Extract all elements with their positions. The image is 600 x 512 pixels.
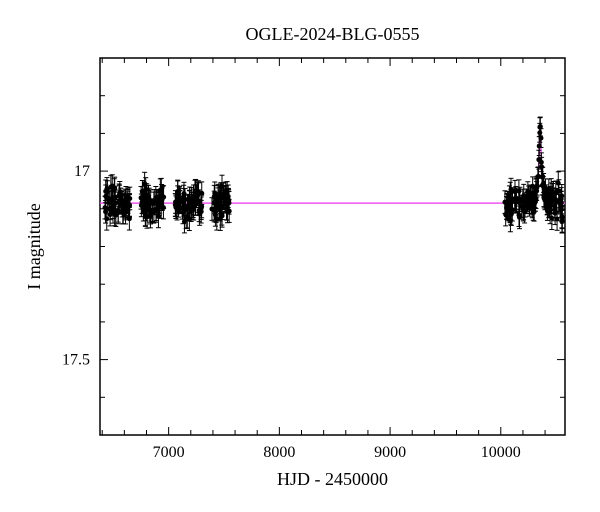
y-tick-label: 17 [74,163,90,180]
x-tick-label: 10000 [481,444,521,461]
plot-frame [100,58,565,435]
y-axis-label: I magnitude [24,203,44,289]
x-tick-label: 9000 [374,444,406,461]
x-tick-label: 7000 [153,444,185,461]
lightcurve-chart: OGLE-2024-BLG-0555 HJD - 2450000 I magnitu… [0,0,600,512]
x-axis-label: HJD - 2450000 [277,469,388,489]
model-curve [100,122,565,203]
data-points [103,117,565,233]
chart-title: OGLE-2024-BLG-0555 [246,24,420,44]
chart-svg: OGLE-2024-BLG-0555 HJD - 2450000 I magnitu… [0,0,600,512]
y-tick-label: 17.5 [62,352,90,369]
x-tick-label: 8000 [263,444,295,461]
